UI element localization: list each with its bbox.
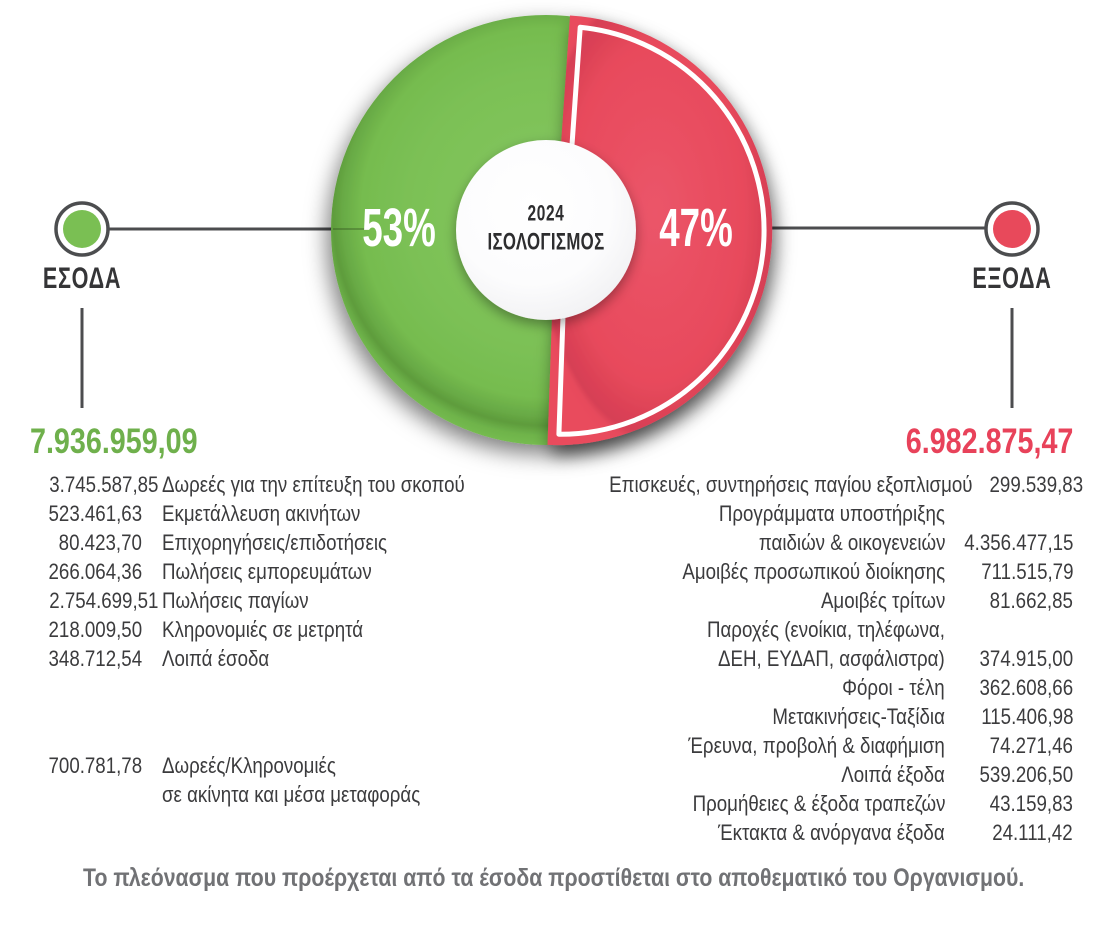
year-label: 2024 <box>527 200 565 226</box>
pie-center-hub <box>456 140 636 320</box>
expenses-list-item: Αμοιβές προσωπικού διοίκησης 711.515,79 <box>545 557 1073 586</box>
expenses-item-amount: 115.406,98 <box>980 704 1073 729</box>
expenses-list-item: Έρευνα, προβολή & διαφήμιση 74.271,46 <box>545 731 1073 760</box>
income-percent-label: 53% <box>362 198 436 258</box>
expenses-list-item: Φόροι - τέλη 362.608,66 <box>545 673 1073 702</box>
expenses-item-label: Λοιπά έξοδα <box>841 762 945 787</box>
income-list-item: 348.712,54 Λοιπά έσοδα <box>30 644 518 673</box>
expenses-item-label: Αμοιβές προσωπικού διοίκησης <box>682 559 945 584</box>
expenses-item-label: παιδιών & οικογενειών <box>758 530 945 555</box>
expenses-list-item: ΔΕΗ, ΕΥΔΑΠ, ασφάλιστρα) 374.915,00 <box>545 644 1073 673</box>
expenses-item-label: Φόροι - τέλη <box>842 675 945 700</box>
expenses-item-label: Έκτακτα & ανόργανα έξοδα <box>718 820 945 845</box>
income-item-amount: 80.423,70 <box>58 530 142 555</box>
expenses-item-amount: 4.356.477,15 <box>964 530 1074 555</box>
expenses-legend-label: ΕΞΟΔΑ <box>972 262 1052 295</box>
expenses-item-amount: 74.271,46 <box>989 733 1073 758</box>
income-item-amount: 700.781,78 <box>48 753 142 778</box>
expenses-list-item: Λοιπά έξοδα 539.206,50 <box>545 760 1073 789</box>
income-item-label: σε ακίνητα και μέσα μεταφοράς <box>162 782 421 807</box>
expenses-list-item: Έκτακτα & ανόργανα έξοδα 24.111,42 <box>545 818 1073 847</box>
income-item-label: Πωλήσεις παγίων <box>162 588 309 613</box>
expenses-item-label: Προγράμματα υποστήριξης <box>718 501 945 526</box>
pie-center-label: 2024 ΙΣΟΛΟΓΙΣΜΟΣ <box>487 199 604 257</box>
expenses-total: 6.982.875,47 <box>905 422 1073 461</box>
income-item-amount: 266.064,36 <box>48 559 142 584</box>
income-legend-marker[interactable] <box>54 201 110 257</box>
income-list-item: 218.009,50 Κληρονομιές σε μετρητά <box>30 615 518 644</box>
expenses-item-amount: 81.662,85 <box>989 588 1073 613</box>
income-item-label: Λοιπά έσοδα <box>162 646 270 671</box>
income-legend-label: ΕΣΟΔΑ <box>42 262 122 295</box>
income-list-item: 2.754.699,51 Πωλήσεις παγίων <box>30 586 518 615</box>
expenses-slice-border <box>556 24 767 437</box>
income-list-item: 266.064,36 Πωλήσεις εμπορευμάτων <box>30 557 518 586</box>
income-list-item: 523.461,63 Εκμετάλλευση ακινήτων <box>30 499 518 528</box>
expenses-list-item: Επισκευές, συντηρήσεις παγίου εξοπλισμού… <box>545 470 1082 499</box>
income-list-item: σε ακίνητα και μέσα μεταφοράς <box>30 780 518 809</box>
income-item-label: Εκμετάλλευση ακινήτων <box>162 501 361 526</box>
expenses-item-amount <box>945 499 1073 528</box>
income-item-amount: 348.712,54 <box>48 646 142 671</box>
income-item-amount: 3.745.587,85 <box>49 472 159 497</box>
footer-note: Το πλεόνασμα που προέρχεται από τα έσοδα… <box>83 864 1025 892</box>
expenses-list-item: Μετακινήσεις-Ταξίδια 115.406,98 <box>545 702 1073 731</box>
expenses-list-item: Παροχές (ενοίκια, τηλέφωνα, <box>545 615 1073 644</box>
expenses-item-label: Έρευνα, προβολή & διαφήμιση <box>688 733 945 758</box>
expenses-item-label: Αμοιβές τρίτων <box>820 588 945 613</box>
expenses-item-amount: 539.206,50 <box>979 762 1073 787</box>
expenses-item-label: Παροχές (ενοίκια, τηλέφωνα, <box>707 617 945 642</box>
income-list-item: 700.781,78 Δωρεές/Κληρονομιές <box>30 751 518 780</box>
income-item-amount: 523.461,63 <box>48 501 142 526</box>
expenses-legend-dot <box>993 210 1031 248</box>
expenses-list-item: Αμοιβές τρίτων 81.662,85 <box>545 586 1073 615</box>
expenses-list-item: παιδιών & οικογενειών 4.356.477,15 <box>545 528 1073 557</box>
expenses-item-label: Μετακινήσεις-Ταξίδια <box>772 704 945 729</box>
income-list-item: 3.745.587,85 Δωρεές για την επίτευξη του… <box>30 470 518 499</box>
expenses-item-label: Προμήθειες & έξοδα τραπεζών <box>692 791 945 816</box>
expenses-item-label: ΔΕΗ, ΕΥΔΑΠ, ασφάλιστρα) <box>718 646 945 671</box>
income-item-label: Κληρονομιές σε μετρητά <box>162 617 364 642</box>
expenses-item-amount: 24.111,42 <box>992 820 1073 845</box>
expenses-legend-marker[interactable] <box>984 201 1040 257</box>
income-item-label: Πωλήσεις εμπορευμάτων <box>162 559 372 584</box>
expenses-item-amount: 374.915,00 <box>979 646 1073 671</box>
expenses-breakdown-list: Επισκευές, συντηρήσεις παγίου εξοπλισμού… <box>545 470 1082 847</box>
income-legend-dot <box>63 210 101 248</box>
expenses-item-amount: 43.159,83 <box>989 791 1073 816</box>
income-breakdown-list: 3.745.587,85 Δωρεές για την επίτευξη του… <box>30 470 518 809</box>
expenses-slice[interactable] <box>547 15 773 446</box>
income-item-amount: 2.754.699,51 <box>49 588 159 613</box>
income-item-amount: 218.009,50 <box>48 617 142 642</box>
expenses-item-amount: 711.515,79 <box>980 559 1073 584</box>
expenses-item-label: Επισκευές, συντηρήσεις παγίου εξοπλισμού <box>609 472 973 497</box>
expenses-list-item: Προγράμματα υποστήριξης <box>545 499 1073 528</box>
expenses-item-amount: 362.608,66 <box>979 675 1073 700</box>
expenses-percent-label: 47% <box>659 198 733 258</box>
income-total: 7.936.959,09 <box>30 422 198 461</box>
income-item-label: Δωρεές/Κληρονομιές <box>162 753 336 778</box>
expenses-item-amount: 299.539,83 <box>989 472 1083 497</box>
income-item-label: Δωρεές για την επίτευξη του σκοπού <box>162 472 465 497</box>
balance-title: ΙΣΟΛΟΓΙΣΜΟΣ <box>487 227 605 255</box>
expenses-item-amount <box>945 615 1073 644</box>
income-item-label: Επιχορηγήσεις/επιδοτήσεις <box>162 530 388 555</box>
income-item-amount <box>30 780 142 809</box>
income-list-item: 80.423,70 Επιχορηγήσεις/επιδοτήσεις <box>30 528 518 557</box>
expenses-list-item: Προμήθειες & έξοδα τραπεζών 43.159,83 <box>545 789 1073 818</box>
